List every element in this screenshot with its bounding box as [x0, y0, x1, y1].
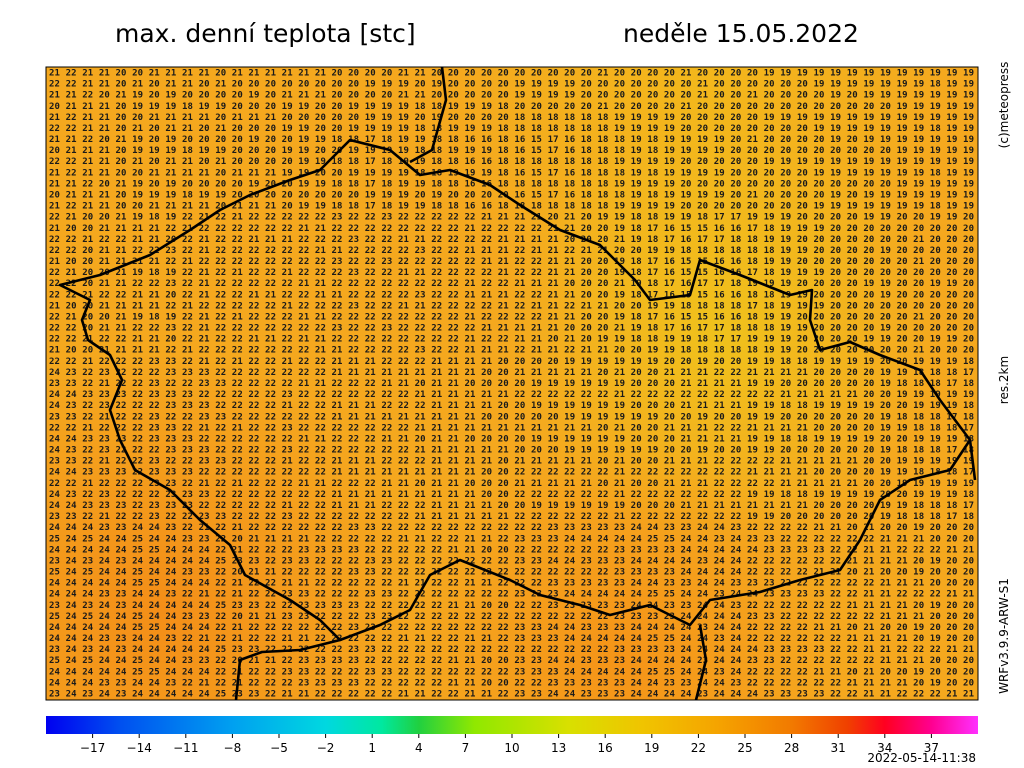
value-row: 24 23 22 23 22 22 22 23 23 23 22 22 22 2… [49, 401, 974, 411]
value-row: 20 21 21 21 20 19 19 19 18 19 19 20 20 2… [49, 190, 974, 200]
value-row: 24 23 22 23 22 22 22 23 23 23 22 22 22 2… [49, 490, 974, 500]
value-row: 22 22 21 21 20 21 20 21 21 20 21 20 20 2… [49, 80, 974, 90]
value-row: 21 22 21 21 20 20 21 21 21 21 20 21 21 2… [49, 202, 974, 212]
value-row: 21 21 22 20 21 19 20 19 20 20 20 20 19 2… [49, 91, 974, 101]
borders [58, 66, 977, 701]
value-row: 23 24 23 24 23 24 24 24 24 24 25 23 23 2… [49, 601, 974, 611]
value-row: 25 24 25 24 24 25 24 24 23 23 22 20 21 2… [49, 656, 974, 666]
map-frame [45, 66, 979, 701]
colorbar-tick-label: 34 [877, 741, 892, 755]
colorbar-tick-label: −14 [127, 741, 152, 755]
value-row: 24 24 24 24 24 25 25 24 24 24 22 21 22 2… [49, 623, 974, 633]
value-row: 24 24 24 24 24 25 25 24 24 24 22 21 22 2… [49, 545, 974, 555]
value-row: 22 22 21 21 20 21 20 21 21 20 21 20 20 2… [49, 124, 974, 134]
value-row: 22 22 20 21 21 22 22 23 22 21 22 22 22 2… [49, 279, 974, 289]
colorbar-tick-label: 7 [462, 741, 470, 755]
value-row: 24 24 24 23 23 24 24 23 22 21 22 21 22 2… [49, 590, 974, 600]
value-row: 22 22 21 22 22 21 21 20 22 21 22 22 21 2… [49, 335, 974, 345]
value-row: 25 24 25 24 24 25 24 24 23 23 22 20 21 2… [49, 534, 974, 544]
colorbar-tick-label: 1 [368, 741, 376, 755]
value-grid: 21 22 21 21 20 20 21 21 21 21 20 21 21 2… [49, 69, 974, 700]
value-row: 24 23 22 23 22 22 22 23 23 23 22 22 22 2… [49, 446, 974, 456]
model-name: WRFv3.9.9-ARW-S1 [997, 578, 1011, 694]
value-row: 24 24 23 23 23 22 23 23 23 22 22 22 22 2… [49, 390, 974, 400]
colorbar-tick-label: 28 [784, 741, 799, 755]
map-area: 21 22 21 21 20 20 21 21 21 21 20 21 21 2… [45, 66, 979, 701]
value-row: 24 24 23 23 23 22 23 23 23 22 22 22 22 2… [49, 434, 974, 444]
country-border [58, 138, 972, 642]
value-row: 21 20 20 21 21 21 21 22 21 22 22 22 22 2… [49, 346, 974, 356]
value-row: 22 22 21 22 22 22 23 23 22 21 22 21 22 2… [49, 479, 974, 489]
value-row: 24 24 24 24 24 25 25 24 24 24 22 21 22 2… [49, 667, 974, 677]
value-row: 21 21 22 20 21 19 20 19 20 20 20 20 19 2… [49, 179, 974, 189]
value-row: 24 24 24 23 23 24 24 23 22 21 22 21 22 2… [49, 634, 974, 644]
value-row: 21 20 20 21 21 21 21 22 21 22 22 22 22 2… [49, 257, 974, 267]
value-row: 22 22 20 21 21 22 22 23 22 21 22 22 22 2… [49, 246, 974, 256]
value-row: 21 21 22 20 21 19 20 19 20 20 20 20 19 2… [49, 135, 974, 145]
colorbar-tick-label: −11 [173, 741, 198, 755]
colorbar-tick-label: −2 [317, 741, 335, 755]
colorbar-tick-label: 37 [924, 741, 939, 755]
value-row: 22 22 21 22 22 21 21 20 22 21 22 22 21 2… [49, 235, 974, 245]
colorbar-tick-label: 4 [415, 741, 423, 755]
value-row: 22 21 20 20 21 19 18 19 22 21 22 21 22 2… [49, 268, 974, 278]
copyright: (c)meteopress [997, 62, 1011, 149]
value-row: 24 24 24 23 23 24 24 23 22 21 22 21 22 2… [49, 523, 974, 533]
value-row: 23 24 23 24 23 24 24 24 24 24 25 23 23 2… [49, 556, 974, 566]
value-row: 24 23 22 23 22 22 22 23 23 23 22 22 22 2… [49, 368, 974, 378]
value-row: 22 22 20 21 21 22 22 23 22 21 22 22 22 2… [49, 324, 974, 334]
value-row: 24 24 23 23 23 22 23 23 23 22 22 22 22 2… [49, 468, 974, 478]
value-row: 21 22 21 21 20 20 21 21 21 21 20 21 21 2… [49, 113, 974, 123]
colorbar-tick-label: 19 [644, 741, 659, 755]
resolution: res.2km [997, 356, 1011, 404]
colorbar-tick-label: 16 [598, 741, 613, 755]
colorbar-tick-label: 13 [551, 741, 566, 755]
timestamp: 2022-05-14-11:38 [867, 751, 976, 765]
value-row: 23 23 22 21 22 22 23 22 22 23 23 22 22 2… [49, 512, 974, 522]
colorbar-tick-label: 25 [737, 741, 752, 755]
country-border [968, 439, 977, 481]
value-row: 21 22 21 21 20 20 21 21 21 21 20 21 21 2… [49, 69, 974, 79]
value-row: 24 24 24 24 24 25 25 24 24 24 22 21 22 2… [49, 579, 974, 589]
value-row: 25 24 25 24 24 25 24 24 23 23 22 20 21 2… [49, 568, 974, 578]
value-row: 23 23 22 21 22 22 23 22 22 23 23 22 22 2… [49, 379, 974, 389]
country-border [409, 66, 448, 164]
value-row: 20 21 21 21 20 19 19 19 18 19 19 20 20 2… [49, 102, 974, 112]
colorbar-tick-label: 10 [504, 741, 519, 755]
map-date: neděle 15.05.2022 [623, 19, 859, 48]
value-row: 21 20 20 21 21 21 21 22 21 22 22 22 22 2… [49, 301, 974, 311]
value-row: 22 22 21 21 20 21 20 21 21 20 21 20 20 2… [49, 157, 974, 167]
map-title: max. denní teplota [stc] [115, 19, 416, 48]
value-row: 23 23 22 21 22 22 23 22 22 23 23 22 22 2… [49, 457, 974, 467]
value-row: 21 22 21 21 20 20 21 21 21 21 20 21 21 2… [49, 168, 974, 178]
value-row: 23 23 22 21 22 22 23 22 22 23 23 22 22 2… [49, 412, 974, 422]
country-border [694, 624, 708, 701]
value-row: 22 22 21 22 22 22 23 23 22 21 22 21 22 2… [49, 357, 974, 367]
colorbar-tick-label: −8 [224, 741, 242, 755]
value-row: 23 24 23 24 23 24 24 24 24 24 25 23 23 2… [49, 690, 974, 700]
country-border [234, 638, 341, 701]
colorbar-tick-label: 22 [691, 741, 706, 755]
value-row: 22 22 21 22 22 21 21 20 22 21 22 22 21 2… [49, 290, 974, 300]
colorbar-tick-label: 31 [831, 741, 846, 755]
colorbar-ticks: −17 −14 −11 −8 −5 −2 1 4 7 10 13 16 19 22 25 28 31 34 37 [80, 734, 939, 755]
value-row: 22 21 20 20 21 19 18 19 22 21 22 21 22 2… [49, 312, 974, 322]
value-row: 22 22 21 22 22 22 23 23 22 21 22 21 22 2… [49, 423, 974, 433]
value-row: 24 24 24 23 23 24 24 23 22 21 22 21 22 2… [49, 678, 974, 688]
value-row: 22 21 20 20 21 19 18 19 22 21 22 21 22 2… [49, 213, 974, 223]
value-row: 25 24 25 24 24 25 24 24 23 23 22 20 21 2… [49, 612, 974, 622]
colorbar-tick-label: −17 [80, 741, 105, 755]
colorbar-tick-label: −5 [270, 741, 288, 755]
map-shade [46, 67, 978, 700]
colorbar [46, 716, 978, 734]
value-row: 21 20 20 21 21 21 21 22 21 22 22 22 22 2… [49, 224, 974, 234]
value-row: 24 24 23 23 23 22 23 23 23 22 22 22 22 2… [49, 501, 974, 511]
value-row: 23 24 23 24 23 24 24 24 24 24 25 23 23 2… [49, 645, 974, 655]
value-row: 20 21 21 21 20 19 19 19 18 19 19 20 20 2… [49, 146, 974, 156]
